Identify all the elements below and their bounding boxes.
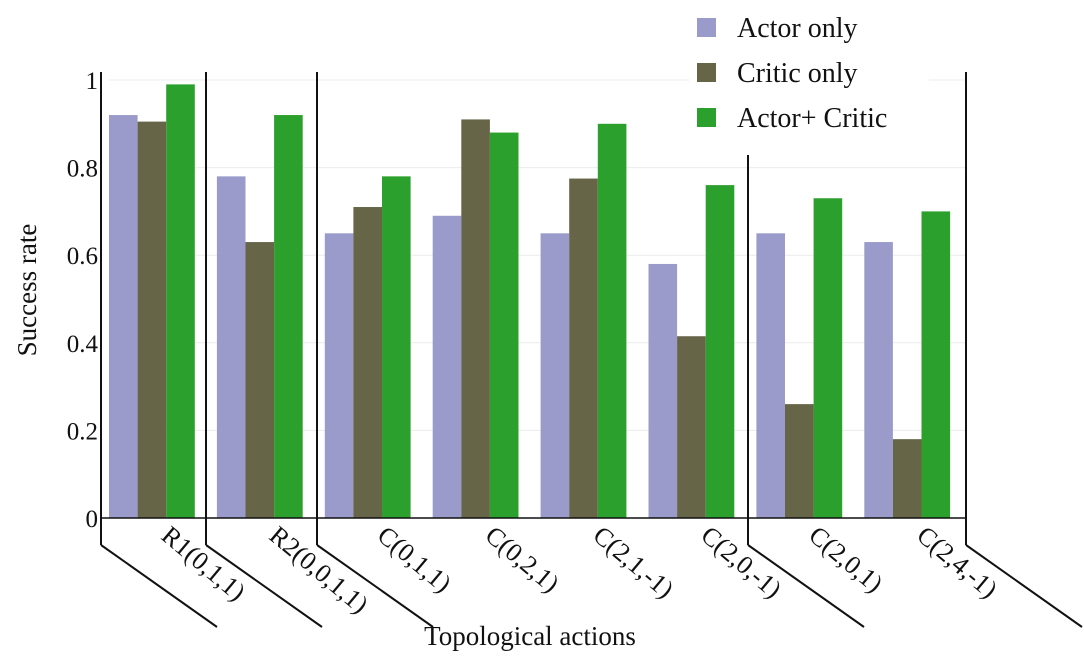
bar <box>597 123 627 519</box>
bar <box>648 263 678 518</box>
y-tick-label: 1 <box>86 68 99 95</box>
legend-swatch <box>697 63 716 82</box>
y-tick-label: 0 <box>86 506 99 533</box>
bars <box>109 84 951 519</box>
x-tick-label: C(0,1,1) <box>372 520 457 598</box>
legend-label: Critic only <box>737 58 858 89</box>
bar <box>137 121 167 519</box>
group-dividers <box>100 72 1083 628</box>
bar <box>921 211 951 518</box>
bar <box>382 176 411 519</box>
legend-background <box>689 8 929 146</box>
bar <box>166 84 195 518</box>
bar <box>813 198 843 518</box>
bar <box>785 404 814 518</box>
bar <box>892 439 922 518</box>
bar <box>756 233 785 519</box>
legend-label: Actor+ Critic <box>737 103 887 134</box>
x-tick-label: C(2,1,-1) <box>588 520 680 603</box>
bar <box>705 185 735 518</box>
divider-diagonal <box>316 544 434 628</box>
divider-diagonal <box>965 544 1083 628</box>
y-tick-label: 0.2 <box>67 418 98 445</box>
x-tick-label: C(2,0,1) <box>803 520 888 598</box>
bar <box>432 215 462 518</box>
bar <box>540 233 570 519</box>
x-axis-title: Topological actions <box>424 621 636 651</box>
divider-diagonal <box>747 544 865 628</box>
y-axis-title: Success rate <box>12 224 42 357</box>
x-tick-labels: R1(0,1,1) R2(0,0,1,1)C(0,1,1) C(0,2,1) C(2,… <box>156 520 1003 619</box>
bar <box>677 336 706 518</box>
legend-swatch <box>697 108 716 127</box>
bar <box>461 119 490 519</box>
divider-diagonal <box>100 544 218 628</box>
y-tick-label: 0.6 <box>67 243 98 270</box>
legend-label: Actor only <box>737 13 858 44</box>
y-tick-label: 0.8 <box>67 156 98 183</box>
bar <box>324 233 354 519</box>
x-tick-label: C(0,2,1) <box>480 520 565 598</box>
y-tick-labels: 0 0.2 0.4 0.6 0.8 1 <box>67 68 99 533</box>
divider-diagonal <box>205 544 323 628</box>
bar <box>274 115 303 518</box>
bar <box>569 178 598 519</box>
bar <box>489 132 519 518</box>
bar <box>864 242 893 518</box>
x-tick-label: R2(0,0,1,1) <box>264 520 374 619</box>
bar <box>109 115 138 518</box>
y-tick-label: 0.4 <box>67 331 99 358</box>
bar <box>245 242 275 518</box>
legend-swatch <box>697 18 716 37</box>
bar <box>216 176 246 519</box>
bar <box>353 207 382 518</box>
legend: Actor only Critic only Actor+ Critic <box>689 8 929 146</box>
